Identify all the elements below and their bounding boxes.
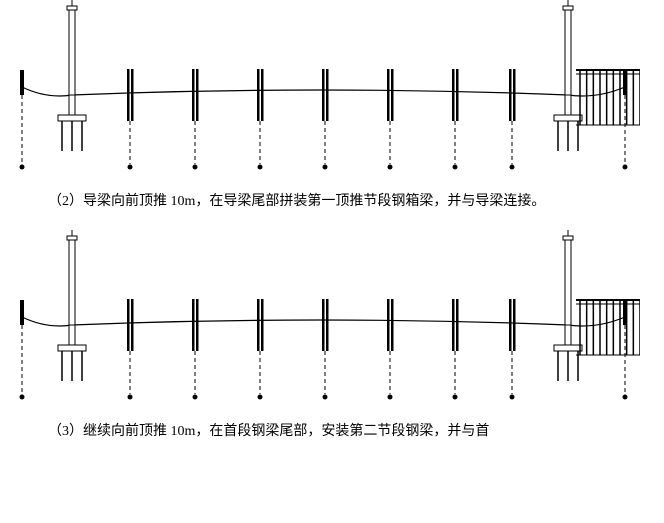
bridge-svg-2 bbox=[0, 0, 640, 175]
bridge-svg-3 bbox=[0, 230, 640, 405]
caption-step-3: （3）继续向前顶推 10m，在首段钢梁尾部，安装第二节段钢梁，并与首 bbox=[0, 419, 664, 446]
bridge-elevation-step-3 bbox=[0, 230, 664, 405]
caption-step-2: （2）导梁向前顶推 10m，在导梁尾部拼装第一顶推节段钢箱梁，并与导梁连接。 bbox=[0, 189, 664, 216]
bridge-elevation-step-2 bbox=[0, 0, 664, 175]
